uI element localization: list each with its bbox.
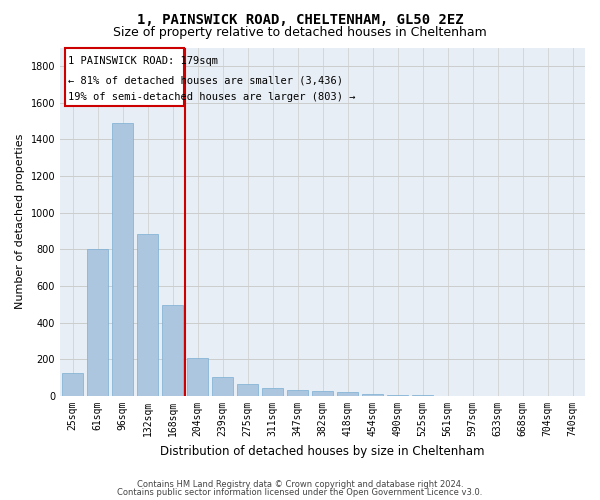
Text: Size of property relative to detached houses in Cheltenham: Size of property relative to detached ho…	[113, 26, 487, 39]
Bar	[337, 392, 358, 396]
Bar	[412, 395, 433, 396]
Bar	[362, 394, 383, 396]
Bar	[87, 250, 108, 396]
Bar	[187, 358, 208, 396]
Text: 1 PAINSWICK ROAD: 179sqm: 1 PAINSWICK ROAD: 179sqm	[68, 56, 218, 66]
Bar	[312, 391, 333, 396]
Bar	[212, 377, 233, 396]
Text: 19% of semi-detached houses are larger (803) →: 19% of semi-detached houses are larger (…	[68, 92, 355, 102]
Text: ← 81% of detached houses are smaller (3,436): ← 81% of detached houses are smaller (3,…	[68, 75, 343, 85]
Bar	[162, 305, 183, 396]
Bar	[137, 234, 158, 396]
Bar	[112, 122, 133, 396]
Bar	[262, 388, 283, 396]
Bar	[65, 48, 184, 106]
Bar	[237, 384, 258, 396]
Text: Contains HM Land Registry data © Crown copyright and database right 2024.: Contains HM Land Registry data © Crown c…	[137, 480, 463, 489]
Bar	[387, 394, 408, 396]
Y-axis label: Number of detached properties: Number of detached properties	[15, 134, 25, 310]
Bar	[287, 390, 308, 396]
Text: 1, PAINSWICK ROAD, CHELTENHAM, GL50 2EZ: 1, PAINSWICK ROAD, CHELTENHAM, GL50 2EZ	[137, 12, 463, 26]
Bar	[62, 373, 83, 396]
Text: Contains public sector information licensed under the Open Government Licence v3: Contains public sector information licen…	[118, 488, 482, 497]
X-axis label: Distribution of detached houses by size in Cheltenham: Distribution of detached houses by size …	[160, 444, 485, 458]
